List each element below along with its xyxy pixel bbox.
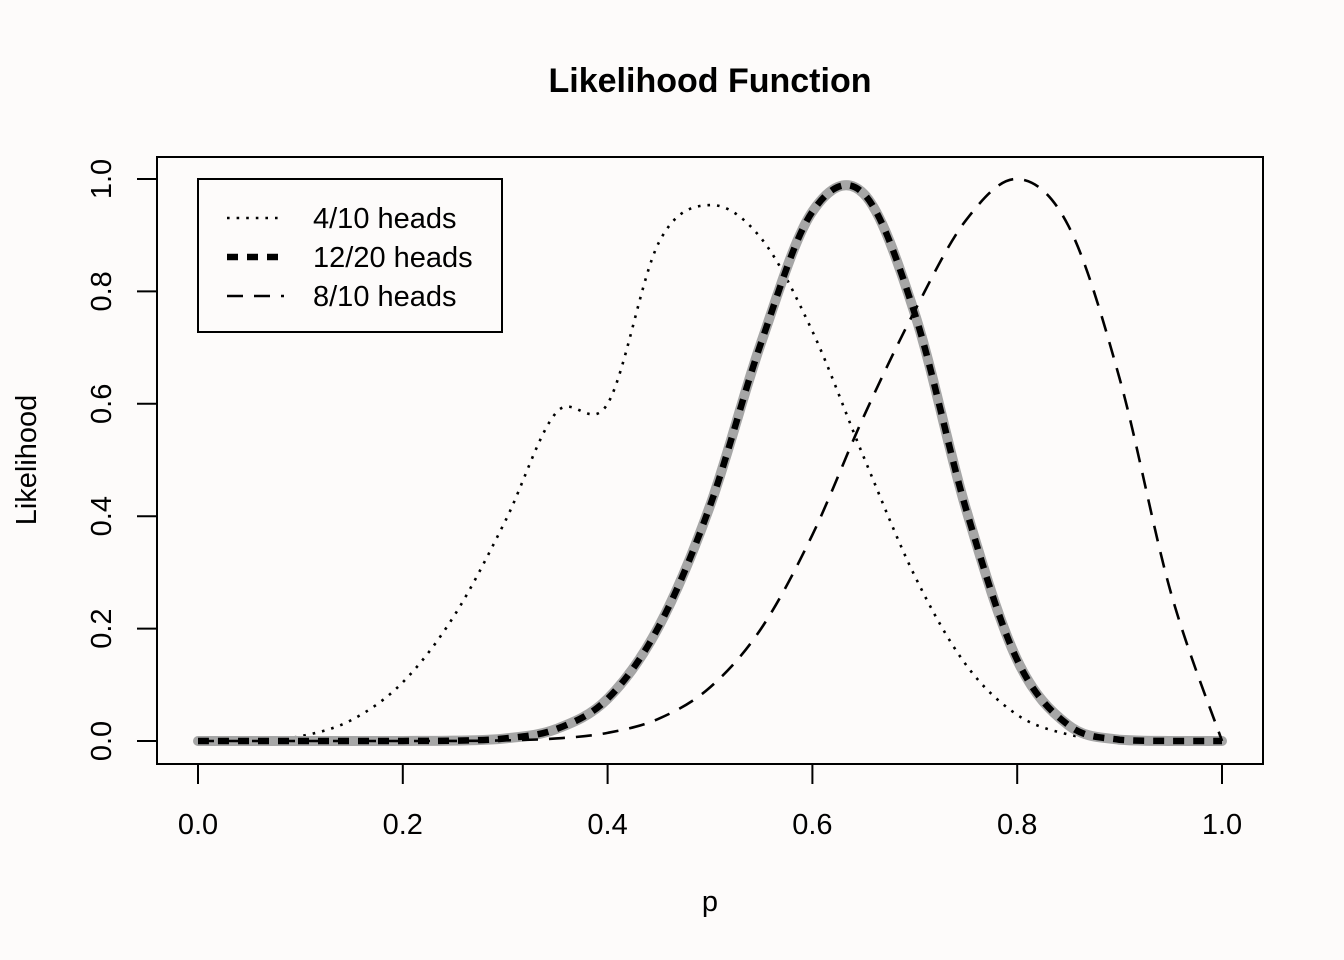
- x-tick-label: 0.6: [792, 809, 832, 841]
- y-tick-label: 0.0: [86, 721, 118, 761]
- x-tick-label: 1.0: [1202, 809, 1242, 841]
- legend-item: 4/10 heads: [227, 203, 457, 235]
- y-tick-label: 0.2: [86, 608, 118, 648]
- x-axis-title: p: [702, 886, 718, 918]
- legend-item: 12/20 heads: [227, 242, 473, 274]
- x-tick-label: 0.2: [383, 809, 423, 841]
- series-layer: [193, 177, 1227, 746]
- y-axis-title: Likelihood: [11, 395, 43, 526]
- y-axis: 0.0 0.2 0.4 0.6 0.8 1.0: [86, 159, 158, 761]
- x-tick-label: 0.8: [997, 809, 1037, 841]
- legend-label: 4/10 heads: [313, 203, 457, 235]
- x-tick-label: 0.0: [178, 809, 218, 841]
- y-tick-label: 0.6: [86, 384, 118, 424]
- x-axis: 0.0 0.2 0.4 0.6 0.8 1.0: [178, 763, 1242, 841]
- y-tick-label: 0.8: [86, 271, 118, 311]
- legend-item: 8/10 heads: [227, 281, 457, 313]
- chart-title: Likelihood Function: [549, 62, 872, 100]
- series-3: [198, 177, 1224, 743]
- y-tick-label: 1.0: [86, 159, 118, 199]
- legend-label: 8/10 heads: [313, 281, 457, 313]
- legend: 4/10 heads 12/20 heads 8/10 heads: [197, 178, 503, 333]
- series-line: [198, 177, 1224, 743]
- legend-label: 12/20 heads: [313, 242, 473, 274]
- y-tick-label: 0.4: [86, 496, 118, 536]
- legend-items: 4/10 heads 12/20 heads 8/10 heads: [227, 203, 473, 313]
- x-tick-label: 0.4: [587, 809, 627, 841]
